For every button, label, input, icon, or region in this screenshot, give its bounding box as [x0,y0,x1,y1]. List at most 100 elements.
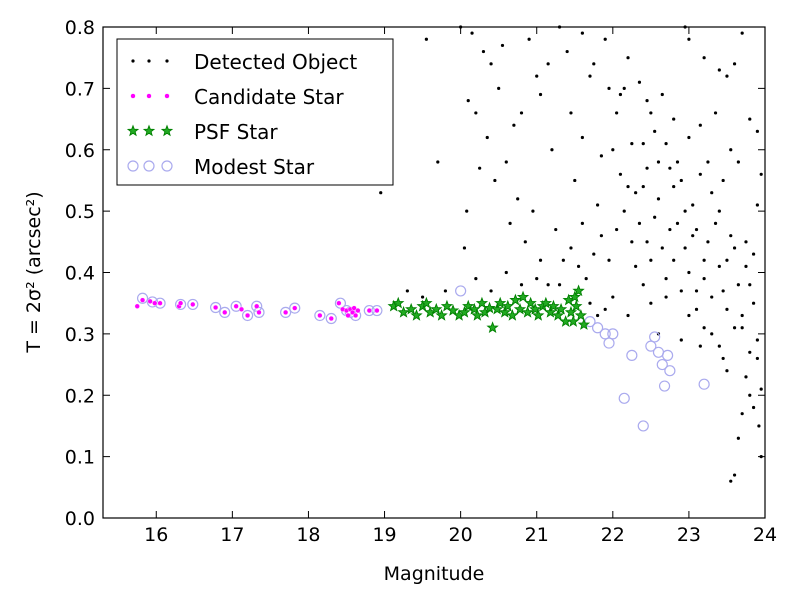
data-point [740,326,744,330]
data-point [538,258,543,262]
data-point [736,283,740,287]
data-point [702,56,706,60]
data-point [748,350,752,354]
legend-marker [130,93,136,99]
data-point [626,184,630,189]
data-point [626,56,630,60]
data-point [187,298,199,311]
y-axis: 0.0 0.1 0.2 0.3 0.4 0.5 0.6 0.7 0.8 [65,17,765,530]
data-point [710,295,714,299]
data-point [494,296,507,309]
data-point [233,303,239,309]
data-point [588,74,592,78]
data-point [325,312,337,325]
data-point [607,86,611,90]
data-point [210,301,222,314]
x-axis-title: Magnitude [384,563,485,585]
data-point [574,308,588,321]
data-point [498,305,511,318]
data-point [687,270,691,275]
data-point [634,191,638,195]
data-point [314,309,326,322]
data-point [506,308,519,321]
data-point [607,258,611,262]
data-point [328,315,334,322]
data-point [618,392,630,404]
x-tick-label: 21 [525,524,549,546]
data-point [420,295,425,299]
data-point [504,270,508,275]
data-point [280,306,292,318]
data-point [645,99,649,103]
legend-marker [131,59,135,63]
legend-entry: Candidate Star [130,85,344,109]
data-point [645,166,649,170]
data-point [584,277,588,281]
legend-label: Modest Star [194,155,315,179]
data-point [222,309,228,315]
legend-marker [143,160,155,172]
data-point [493,178,497,183]
data-point [694,227,699,232]
data-point [729,148,733,152]
legend-entry: PSF Star [126,120,278,144]
data-point [637,420,649,432]
data-point [504,160,508,164]
data-point [595,203,600,207]
data-point [717,344,721,348]
data-point [535,277,539,281]
data-point [564,305,578,318]
data-point [508,221,512,225]
data-point [430,302,443,315]
data-point [546,62,550,66]
data-point [641,142,645,146]
data-point [371,304,383,317]
data-point [443,289,448,293]
data-point [345,312,351,319]
data-point [652,346,665,358]
data-point [740,31,744,35]
data-point [599,154,604,158]
legend-marker [165,59,169,63]
data-point [755,356,759,361]
legend-label: PSF Star [194,120,278,144]
data-point [531,209,535,213]
data-point [622,209,626,213]
data-point [152,300,158,306]
legend-marker [164,93,170,99]
data-point [637,221,642,225]
data-point [569,246,573,250]
data-point [702,277,706,281]
data-point [653,129,657,133]
data-point [717,209,721,213]
data-point [751,301,756,305]
data-point [424,37,428,41]
data-point [634,264,638,268]
data-point [649,111,653,115]
data-point [468,302,481,315]
data-point [490,302,504,315]
data-point [679,338,683,342]
data-point [527,37,531,41]
data-point [649,331,661,343]
data-point [717,264,721,268]
data-point [668,227,672,232]
data-point [595,313,600,318]
data-point [713,221,718,225]
data-point [588,301,592,305]
data-point [618,92,623,97]
data-point [603,307,607,311]
data-point [658,380,671,392]
data-point [641,184,645,189]
data-point [483,301,496,314]
data-point [683,209,687,213]
x-tick-label: 22 [601,524,625,546]
data-point [664,365,676,377]
data-point [740,412,744,416]
legend-marker [146,93,152,99]
data-point [570,299,583,312]
data-point [554,302,568,315]
data-point [178,300,184,306]
data-point [569,111,573,115]
data-point [529,302,542,315]
